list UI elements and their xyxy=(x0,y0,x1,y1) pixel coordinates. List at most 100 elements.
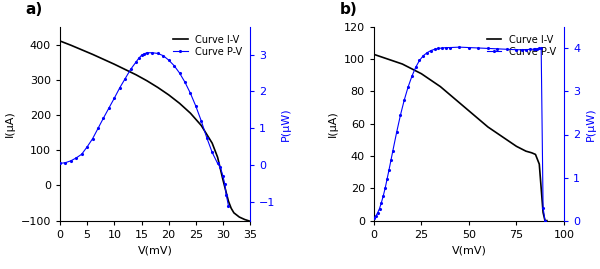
Curve I-V xyxy=(111,63,118,66)
Curve P-V xyxy=(116,86,124,89)
Curve P-V xyxy=(503,48,511,51)
Curve P-V xyxy=(176,71,183,75)
Curve I-V xyxy=(220,178,227,182)
Curve I-V xyxy=(209,141,216,145)
Curve I-V xyxy=(67,44,74,47)
Curve I-V xyxy=(523,150,530,153)
Curve I-V xyxy=(89,53,96,56)
Curve P-V xyxy=(538,47,545,50)
Curve P-V xyxy=(431,48,438,51)
Curve P-V xyxy=(424,51,431,54)
Curve I-V xyxy=(536,162,543,166)
Curve I-V xyxy=(143,79,151,82)
Curve I-V xyxy=(541,219,548,222)
Curve P-V xyxy=(393,131,400,134)
Curve P-V xyxy=(217,165,224,169)
Curve P-V xyxy=(385,168,392,171)
Text: b): b) xyxy=(340,2,358,17)
Curve I-V xyxy=(165,93,172,97)
Curve I-V xyxy=(122,68,129,71)
Curve I-V xyxy=(227,207,235,210)
Curve P-V xyxy=(532,48,539,51)
Curve P-V xyxy=(376,207,383,210)
Curve P-V xyxy=(397,114,404,117)
Curve I-V xyxy=(241,218,248,221)
Line: Curve I-V: Curve I-V xyxy=(374,54,547,221)
Curve P-V xyxy=(370,216,377,219)
Curve I-V xyxy=(446,93,454,96)
Curve I-V xyxy=(230,211,238,214)
Curve P-V xyxy=(427,49,434,52)
Line: Curve I-V: Curve I-V xyxy=(60,41,250,221)
Curve P-V xyxy=(380,194,387,197)
Curve P-V xyxy=(154,52,161,55)
Curve I-V xyxy=(197,124,205,127)
Curve P-V xyxy=(383,177,391,180)
Curve P-V xyxy=(192,105,199,108)
Curve P-V xyxy=(539,206,547,209)
Y-axis label: I(μA): I(μA) xyxy=(5,110,15,137)
Curve P-V xyxy=(404,86,412,89)
Curve I-V xyxy=(513,145,520,148)
Curve P-V xyxy=(518,48,526,51)
Curve I-V xyxy=(225,200,232,203)
Curve P-V xyxy=(408,75,415,78)
Y-axis label: P(μW): P(μW) xyxy=(281,107,291,141)
Curve P-V xyxy=(466,46,473,49)
Curve P-V xyxy=(214,162,221,165)
Curve P-V xyxy=(412,66,419,69)
Curve P-V xyxy=(133,60,140,63)
Y-axis label: I(μA): I(μA) xyxy=(328,110,338,137)
Curve P-V xyxy=(111,97,118,100)
Curve P-V xyxy=(372,215,379,218)
X-axis label: V(mV): V(mV) xyxy=(137,245,173,255)
Curve P-V xyxy=(526,48,533,51)
Curve P-V xyxy=(89,137,96,140)
Curve P-V xyxy=(223,193,230,196)
Curve I-V xyxy=(370,53,377,56)
Curve P-V xyxy=(62,161,69,164)
Curve P-V xyxy=(536,47,543,50)
Curve I-V xyxy=(222,189,229,192)
Curve I-V xyxy=(539,211,547,214)
Curve P-V xyxy=(475,46,482,49)
Curve I-V xyxy=(437,85,444,88)
Curve P-V xyxy=(388,159,395,162)
Curve P-V xyxy=(203,136,211,139)
Legend: Curve I-V, Curve P-V: Curve I-V, Curve P-V xyxy=(170,32,245,59)
Curve P-V xyxy=(374,211,381,214)
Curve I-V xyxy=(56,39,64,43)
Curve I-V xyxy=(214,155,221,159)
Curve P-V xyxy=(181,81,188,84)
Curve P-V xyxy=(541,219,548,222)
Curve P-V xyxy=(197,119,205,123)
Curve P-V xyxy=(456,45,463,49)
Curve I-V xyxy=(247,220,254,223)
Curve P-V xyxy=(127,68,134,71)
Curve P-V xyxy=(378,201,385,204)
Curve P-V xyxy=(494,47,501,51)
Curve P-V xyxy=(138,54,145,57)
Curve P-V xyxy=(73,156,80,160)
Curve P-V xyxy=(140,52,148,55)
Curve I-V xyxy=(133,73,140,76)
Curve I-V xyxy=(399,62,406,66)
Curve I-V xyxy=(176,102,183,105)
Curve P-V xyxy=(100,116,107,120)
Curve I-V xyxy=(408,67,415,70)
Curve P-V xyxy=(523,48,530,51)
Curve I-V xyxy=(466,109,473,112)
Curve I-V xyxy=(236,215,243,219)
Curve P-V xyxy=(187,92,194,95)
Curve P-V xyxy=(94,127,101,130)
Curve P-V xyxy=(534,47,541,51)
Curve P-V xyxy=(143,51,151,54)
Curve P-V xyxy=(389,149,397,153)
Curve I-V xyxy=(494,132,501,135)
Curve P-V xyxy=(435,47,442,50)
Curve P-V xyxy=(513,48,520,51)
Curve P-V xyxy=(484,47,491,50)
Curve I-V xyxy=(389,59,397,62)
Curve P-V xyxy=(170,64,178,67)
Curve P-V xyxy=(160,54,167,57)
